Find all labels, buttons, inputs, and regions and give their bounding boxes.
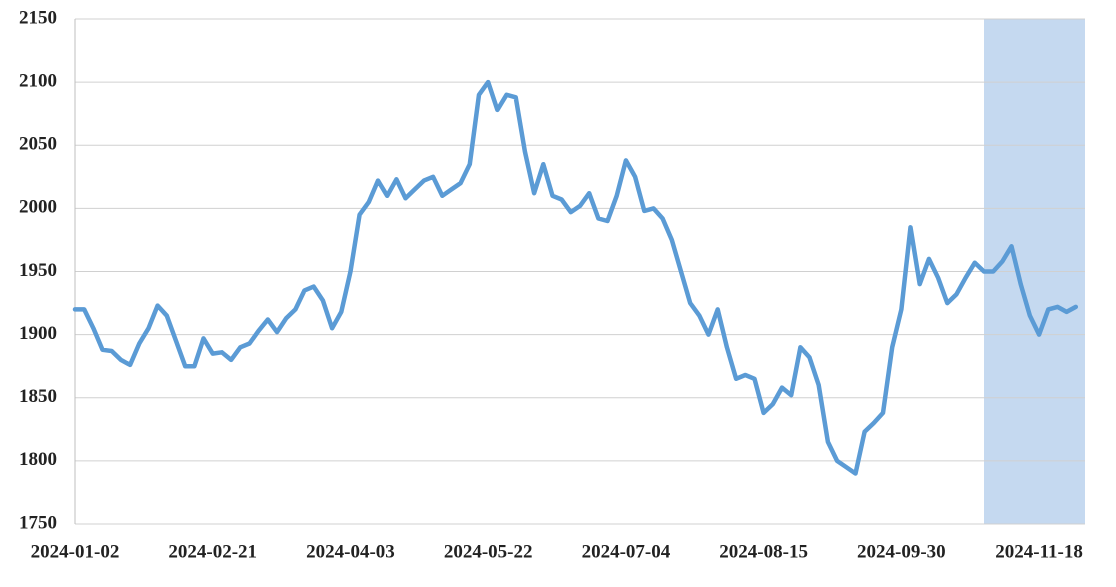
- x-tick-label: 2024-09-30: [857, 541, 946, 562]
- y-tick-label: 2000: [19, 197, 57, 218]
- y-tick-label: 1850: [19, 386, 57, 407]
- x-tick-label: 2024-02-21: [168, 541, 257, 562]
- y-tick-label: 1950: [19, 260, 57, 281]
- line-series: [72, 79, 1079, 476]
- x-tick-label: 2024-08-15: [719, 541, 808, 562]
- y-tick-label: 1750: [19, 512, 57, 533]
- x-tick-label: 2024-01-02: [31, 541, 120, 562]
- x-tick-label: 2024-11-18: [995, 541, 1083, 562]
- y-tick-label: 1900: [19, 323, 57, 344]
- y-tick-label: 2150: [19, 7, 57, 28]
- x-tick-label: 2024-04-03: [306, 541, 395, 562]
- y-tick-label: 2100: [19, 70, 57, 91]
- x-tick-label: 2024-07-04: [582, 541, 671, 562]
- x-tick-label: 2024-05-22: [444, 541, 533, 562]
- y-tick-label: 1800: [19, 449, 57, 470]
- y-tick-label: 2050: [19, 134, 57, 155]
